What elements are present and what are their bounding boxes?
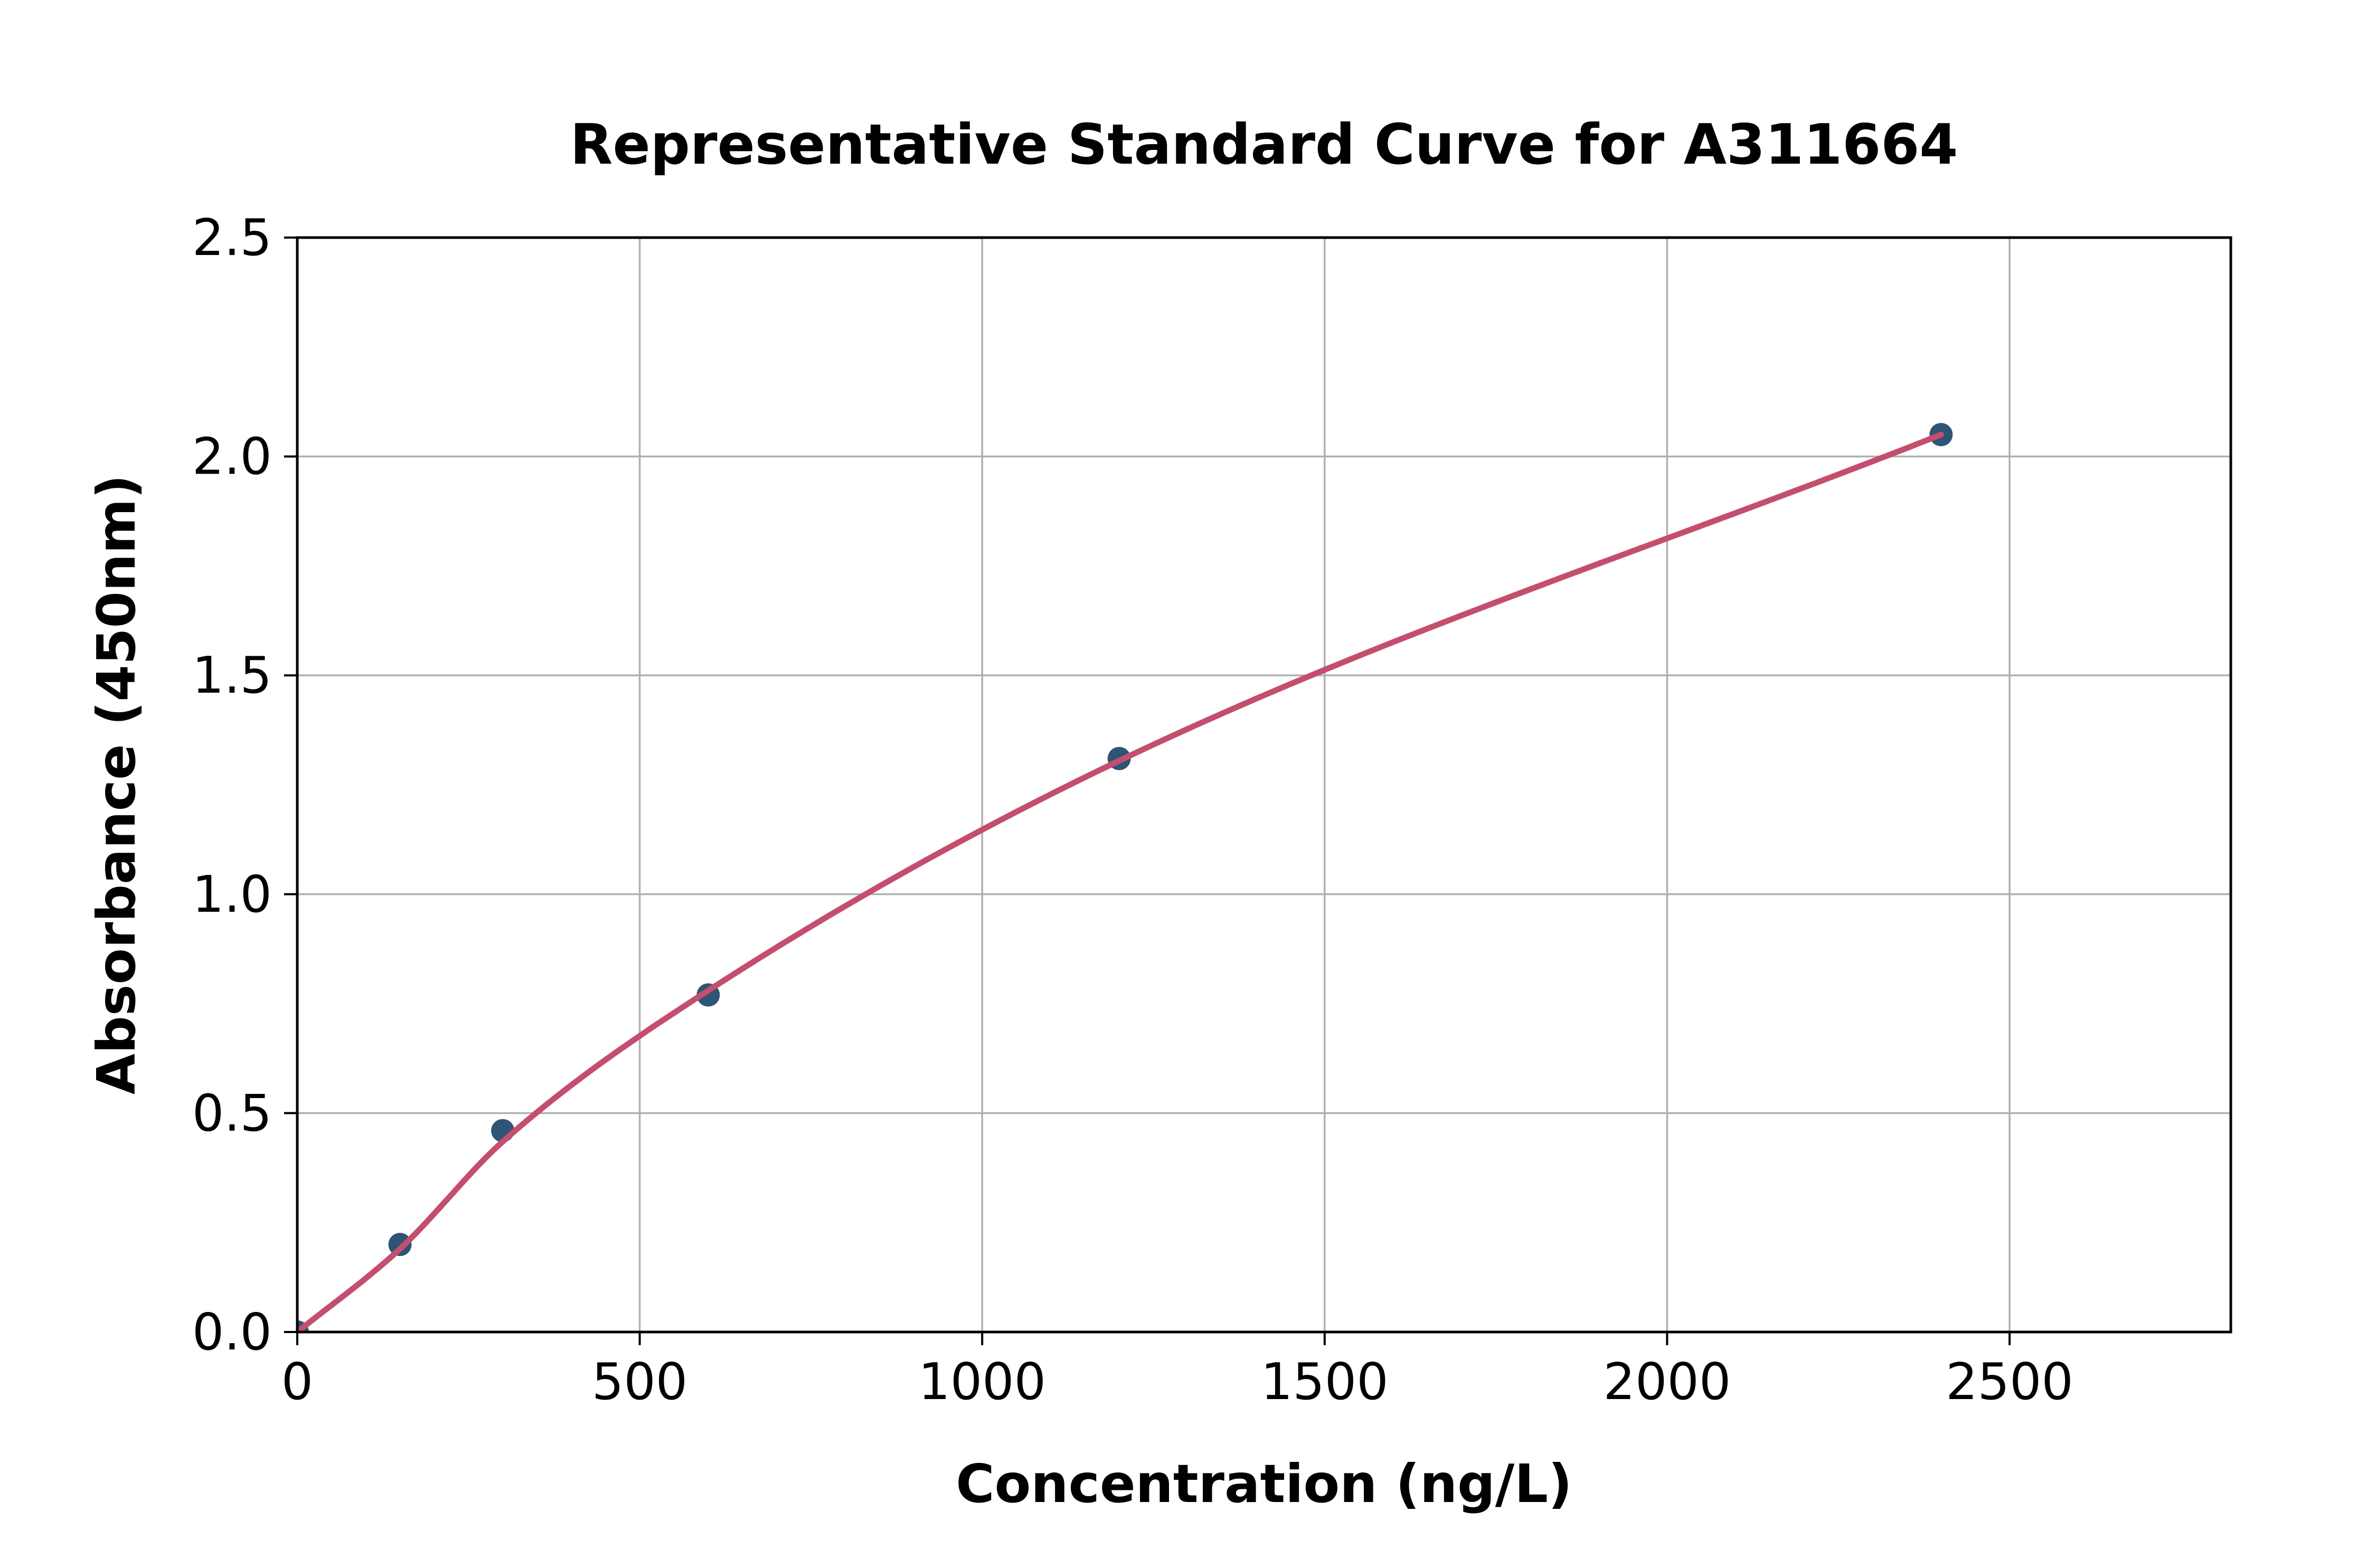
y-axis-label: Absorbance (450nm): [86, 475, 147, 1094]
x-tick-label: 2000: [1604, 1353, 1731, 1411]
y-tick-label: 1.0: [192, 866, 272, 924]
x-tick-label: 1000: [918, 1353, 1046, 1411]
fit-curve-line: [297, 431, 1944, 1332]
x-tick-label: 500: [592, 1353, 687, 1411]
y-tick-label: 0.5: [192, 1084, 272, 1142]
y-tick-label: 0.0: [192, 1303, 272, 1362]
plot-border: [296, 236, 2232, 1334]
x-tick-label: 0: [281, 1353, 313, 1411]
chart-title: Representative Standard Curve for A31166…: [570, 112, 1958, 177]
x-tick-label: 2500: [1946, 1353, 2073, 1411]
fit-curve-layer: [297, 431, 1944, 1332]
tick-labels-layer: 0 500 1000 1500 2000 2500 0.0 0.5 1.0 1.5 2.0 2.5: [192, 209, 2073, 1411]
grid-layer: [296, 237, 2231, 1333]
data-points-layer: [297, 423, 1953, 1332]
ticks-layer: [284, 237, 2011, 1345]
x-tick-label: 1500: [1261, 1353, 1389, 1411]
y-tick-label: 1.5: [192, 647, 272, 705]
x-axis-label: Concentration (ng/L): [956, 1453, 1572, 1515]
y-tick-label: 2.0: [192, 428, 272, 486]
y-tick-label: 2.5: [192, 209, 272, 267]
